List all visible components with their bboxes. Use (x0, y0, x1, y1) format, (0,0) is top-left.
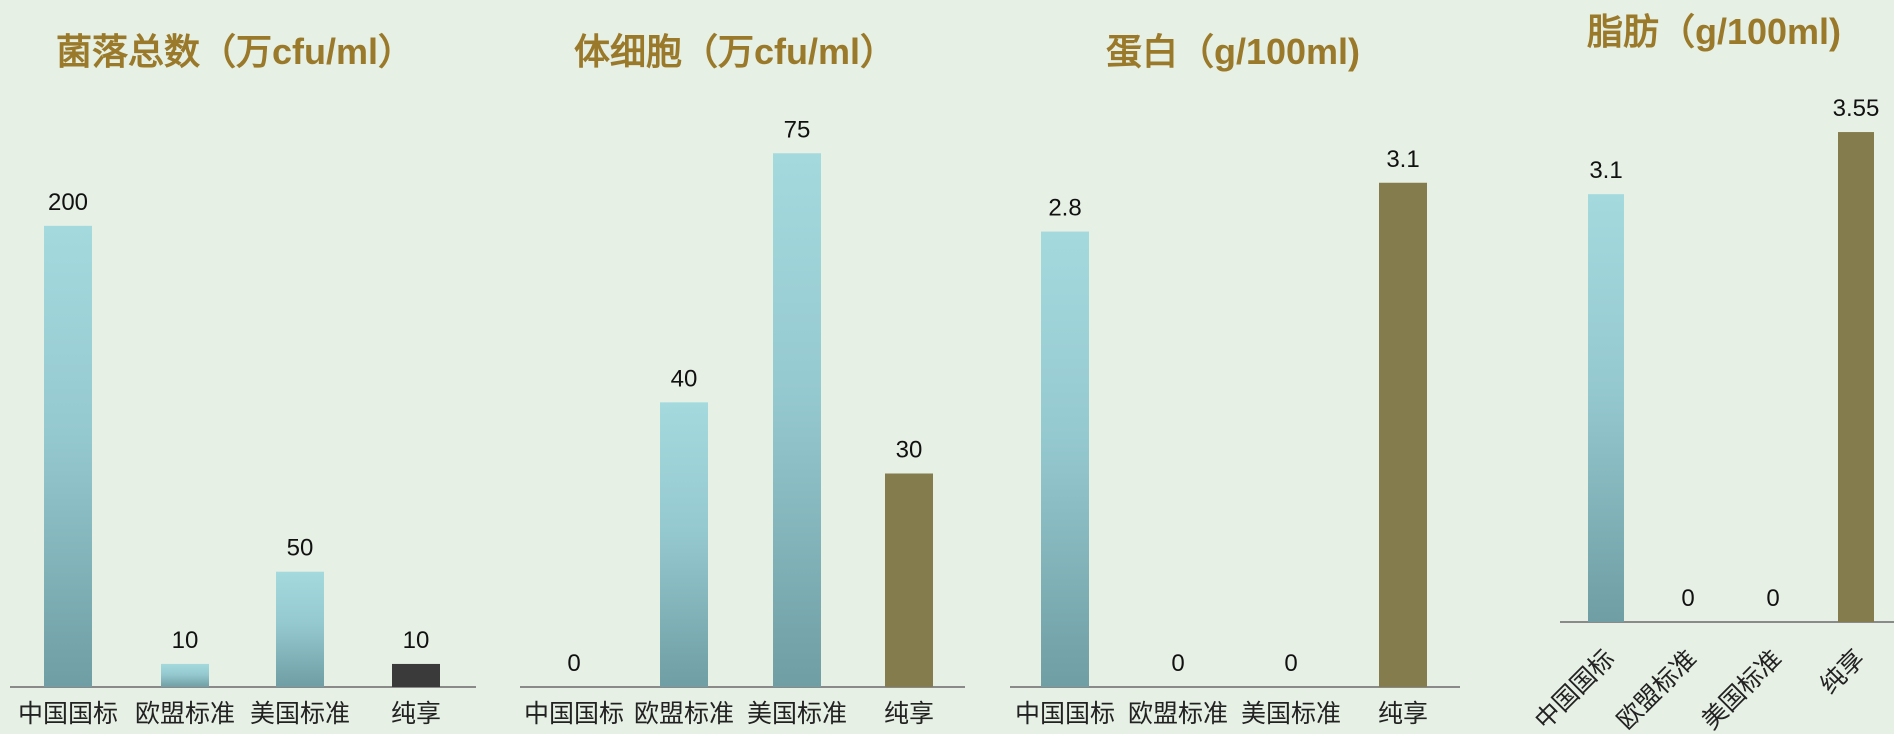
bar-2 (660, 402, 708, 687)
bar-4 (885, 473, 933, 687)
bar-4 (1379, 182, 1427, 688)
data-label: 0 (1681, 585, 1694, 612)
x-tick-label: 纯享 (1378, 699, 1428, 728)
data-label: 0 (1766, 585, 1779, 612)
data-label: 3.1 (1589, 157, 1622, 184)
data-label: 2.8 (1048, 195, 1081, 222)
x-tick-label: 欧盟标准 (1611, 644, 1702, 734)
bar-2 (161, 663, 209, 687)
data-label: 40 (671, 365, 698, 392)
data-label: 50 (287, 535, 314, 562)
data-label: 0 (1171, 650, 1184, 677)
bar-1 (1041, 231, 1089, 687)
bar-3 (276, 571, 324, 687)
bar-1 (1588, 194, 1624, 623)
x-tick-label: 欧盟标准 (1128, 699, 1228, 728)
bar-3 (773, 153, 821, 687)
data-label: 30 (896, 437, 923, 464)
x-tick-label: 中国国标 (1015, 699, 1115, 728)
data-label: 200 (48, 189, 88, 216)
x-tick-label: 纯享 (391, 699, 441, 728)
data-label: 3.1 (1386, 146, 1419, 173)
chart-panel-2: 体细胞（万cfu/ml） 0 中国国标 40 欧盟标准 75 美国标准 30 纯享 (520, 31, 965, 728)
x-tick-label: 美国标准 (250, 699, 350, 728)
data-label: 75 (784, 116, 811, 143)
x-tick-label: 美国标准 (1696, 644, 1787, 734)
data-label: 3.55 (1833, 95, 1880, 122)
data-label: 0 (567, 650, 580, 677)
x-tick-label: 欧盟标准 (634, 699, 734, 728)
chart-title: 菌落总数（万cfu/ml） (56, 31, 414, 72)
chart-title: 体细胞（万cfu/ml） (574, 31, 896, 72)
data-label: 10 (403, 627, 430, 654)
chart-title: 脂肪（g/100ml) (1587, 11, 1841, 52)
x-tick-label: 纯享 (884, 699, 934, 728)
x-tick-label: 美国标准 (1241, 699, 1341, 728)
x-tick-label: 美国标准 (747, 699, 847, 728)
data-label: 10 (172, 627, 199, 654)
chart-panel-3: 蛋白（g/100ml) 2.8 中国国标 0 欧盟标准 0 美国标准 3.1 纯享 (1010, 31, 1460, 728)
data-label: 0 (1284, 650, 1297, 677)
bar-4 (392, 663, 440, 687)
chart-panel-4: 脂肪（g/100ml) 3.1 中国国标 0 欧盟标准 0 美国标准 3.55 纯享 (1529, 11, 1894, 734)
chart-title: 蛋白（g/100ml) (1106, 31, 1360, 72)
x-tick-label: 欧盟标准 (135, 699, 235, 728)
x-tick-label: 中国国标 (1529, 644, 1620, 734)
bar-4 (1838, 132, 1874, 622)
x-tick-label: 中国国标 (18, 699, 118, 728)
chart-panel-1: 菌落总数（万cfu/ml） 200 中国国标 10 欧盟标准 50 美国标准 10 纯享 (10, 31, 476, 728)
x-tick-label: 纯享 (1814, 644, 1870, 700)
x-tick-label: 中国国标 (524, 699, 624, 728)
bar-1 (44, 225, 92, 687)
